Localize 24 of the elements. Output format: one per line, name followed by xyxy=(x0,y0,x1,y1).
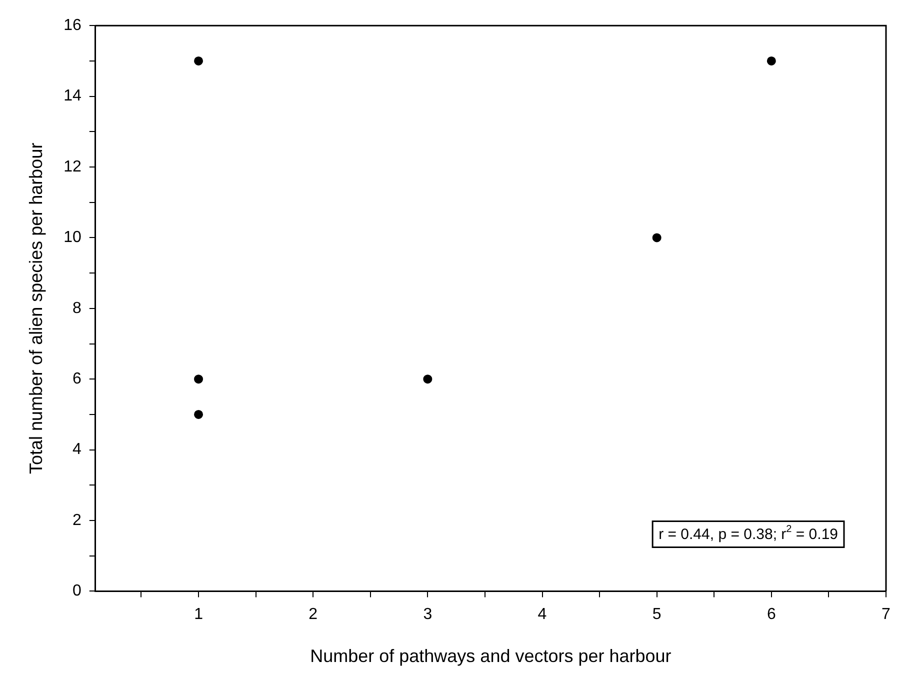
y-tick-label: 0 xyxy=(72,582,82,600)
point xyxy=(652,233,662,242)
y-tick-label: 2 xyxy=(72,512,82,529)
y-tick-label: 6 xyxy=(72,370,82,388)
x-tick-label: 2 xyxy=(308,606,318,624)
y-tick-label: 4 xyxy=(72,441,82,458)
y-tick-label: 16 xyxy=(64,17,82,34)
x-tick-label: 6 xyxy=(766,606,776,624)
x-tick-label: 7 xyxy=(882,606,891,624)
point xyxy=(194,374,204,384)
y-tick-label: 8 xyxy=(72,300,82,317)
y-tick-label: 12 xyxy=(64,158,82,176)
point xyxy=(766,56,776,66)
x-tick-label: 4 xyxy=(538,606,547,624)
y-tick-label: 10 xyxy=(64,229,82,246)
y-axis-title: Total number of alien species per harbour xyxy=(26,142,46,474)
point xyxy=(194,410,204,419)
x-tick-label: 1 xyxy=(194,606,204,624)
x-tick-label: 5 xyxy=(652,606,662,624)
x-axis-title: Number of pathways and vectors per harbour xyxy=(310,646,672,666)
point xyxy=(423,374,432,384)
point xyxy=(194,56,204,66)
x-tick-label: 3 xyxy=(423,606,432,624)
y-tick-label: 14 xyxy=(64,88,82,105)
